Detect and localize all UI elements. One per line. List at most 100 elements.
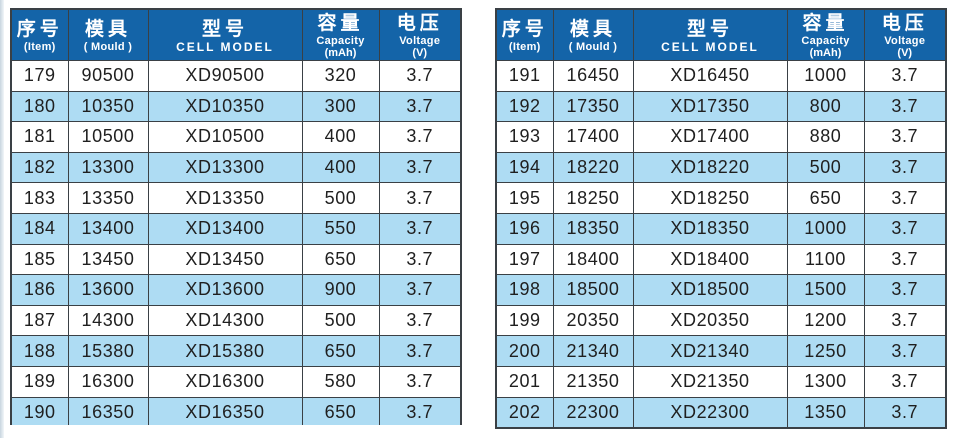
table-row: 201 21350 XD21350 1300 3.7 [495,365,947,398]
col-header-item-cn: 序号 [501,18,548,40]
table-cell: 191 [495,60,554,92]
table-cell: 13600 [67,274,149,306]
table-cell: 3.7 [378,121,462,153]
col-header-capacity-unit: (mAh) [324,46,357,59]
table-cell: XD15380 [147,335,303,367]
table-cell: 13350 [67,182,149,214]
table-row: 181 10500 XD10500 400 3.7 [10,121,462,153]
table-cell: 190 [10,396,69,425]
table-cell: 3.7 [378,274,462,306]
table-row: 183 13350 XD13350 500 3.7 [10,182,462,214]
table-cell: 10500 [67,121,149,153]
table-row: 193 17400 XD17400 880 3.7 [495,121,947,153]
table-cell: 3.7 [378,335,462,367]
table-row: 187 14300 XD14300 500 3.7 [10,304,462,337]
table-cell: 400 [301,121,380,153]
table-cell: 22300 [552,396,634,429]
table-cell: XD10500 [147,121,303,153]
table-cell: 3.7 [378,151,462,184]
table-cell: 3.7 [863,90,947,123]
table-cell: 3.7 [378,396,462,425]
table-cell: 192 [495,90,554,123]
table-cell: 181 [10,121,69,153]
spec-table: 序号 (Item) 模具 ( Mould ) 型号 CELL MODEL [10,8,462,425]
table-cell: 196 [495,212,554,245]
table-cell: 188 [10,335,69,367]
table-cell: XD18400 [632,243,788,276]
table-cell: 17400 [552,121,634,153]
table-cell: 16450 [552,60,634,92]
table-cell: 3.7 [378,365,462,398]
table-cell: XD18350 [632,212,788,245]
table-header: 序号 (Item) 模具 ( Mould ) 型号 CELL MODEL [10,8,462,61]
table-cell: 21350 [552,365,634,398]
col-header-mould: 模具 ( Mould ) [67,8,149,61]
table-cell: 900 [301,274,380,306]
table-cell: 1000 [786,60,865,92]
col-header-mould: 模具 ( Mould ) [552,8,634,61]
table-cell: 13300 [67,151,149,184]
table-row: 188 15380 XD15380 650 3.7 [10,335,462,367]
table-row: 182 13300 XD13300 400 3.7 [10,151,462,184]
table-cell: 193 [495,121,554,153]
col-header-model: 型号 CELL MODEL [147,8,303,61]
table-cell: 500 [301,182,380,214]
col-header-mould-cn: 模具 [84,18,131,40]
table-cell: 880 [786,121,865,153]
table-body: 179 90500 XD90500 320 3.7 180 10350 XD10350 300 3… [10,60,462,425]
col-header-model: 型号 CELL MODEL [632,8,788,61]
table-cell: 14300 [67,304,149,337]
table-row: 202 22300 XD22300 1350 3.7 [495,396,947,429]
col-header-model-cn: 型号 [686,18,733,40]
table-row: 185 13450 XD13450 650 3.7 [10,243,462,276]
table-cell: 179 [10,60,69,92]
table-row: 180 10350 XD10350 300 3.7 [10,90,462,123]
page-edge-strip [0,0,4,438]
table-cell: XD13350 [147,182,303,214]
table-cell: 201 [495,365,554,398]
table-cell: 1100 [786,243,865,276]
table-cell: 13400 [67,212,149,245]
table-cell: 21340 [552,335,634,367]
col-header-voltage: 电压 Voltage (V) [863,8,947,61]
col-header-capacity: 容量 Capacity (mAh) [786,8,865,61]
table-row: 184 13400 XD13400 550 3.7 [10,212,462,245]
col-header-mould-cn: 模具 [569,18,616,40]
table-cell: 90500 [67,60,149,92]
table-cell: 10350 [67,90,149,123]
table-cell: 13450 [67,243,149,276]
table-cell: 18350 [552,212,634,245]
table-cell: XD13300 [147,151,303,184]
table-cell: 3.7 [863,396,947,429]
table-cell: XD17350 [632,90,788,123]
table-cell: 3.7 [378,60,462,92]
table-cell: 182 [10,151,69,184]
table-cell: 3.7 [863,182,947,214]
table-cell: 198 [495,274,554,306]
col-header-item: 序号 (Item) [10,8,69,61]
table-cell: 500 [301,304,380,337]
table-row: 191 16450 XD16450 1000 3.7 [495,60,947,92]
col-header-voltage: 电压 Voltage (V) [378,8,462,61]
table-cell: 185 [10,243,69,276]
table-cell: 1300 [786,365,865,398]
table-row: 200 21340 XD21340 1250 3.7 [495,335,947,367]
table-cell: XD13400 [147,212,303,245]
col-header-item-en: (Item) [23,40,56,53]
table-cell: 16300 [67,365,149,398]
table-cell: 3.7 [378,212,462,245]
table-cell: 1500 [786,274,865,306]
table-cell: XD18500 [632,274,788,306]
col-header-capacity-en: Capacity [801,34,850,47]
table-cell: 320 [301,60,380,92]
table-cell: 189 [10,365,69,398]
table-cell: 3.7 [863,304,947,337]
col-header-model-cn: 型号 [201,18,248,40]
table-cell: XD10350 [147,90,303,123]
col-header-mould-en: ( Mould ) [83,40,133,53]
table-cell: 500 [786,151,865,184]
table-cell: 187 [10,304,69,337]
table-cell: XD13600 [147,274,303,306]
table-cell: 3.7 [863,60,947,92]
